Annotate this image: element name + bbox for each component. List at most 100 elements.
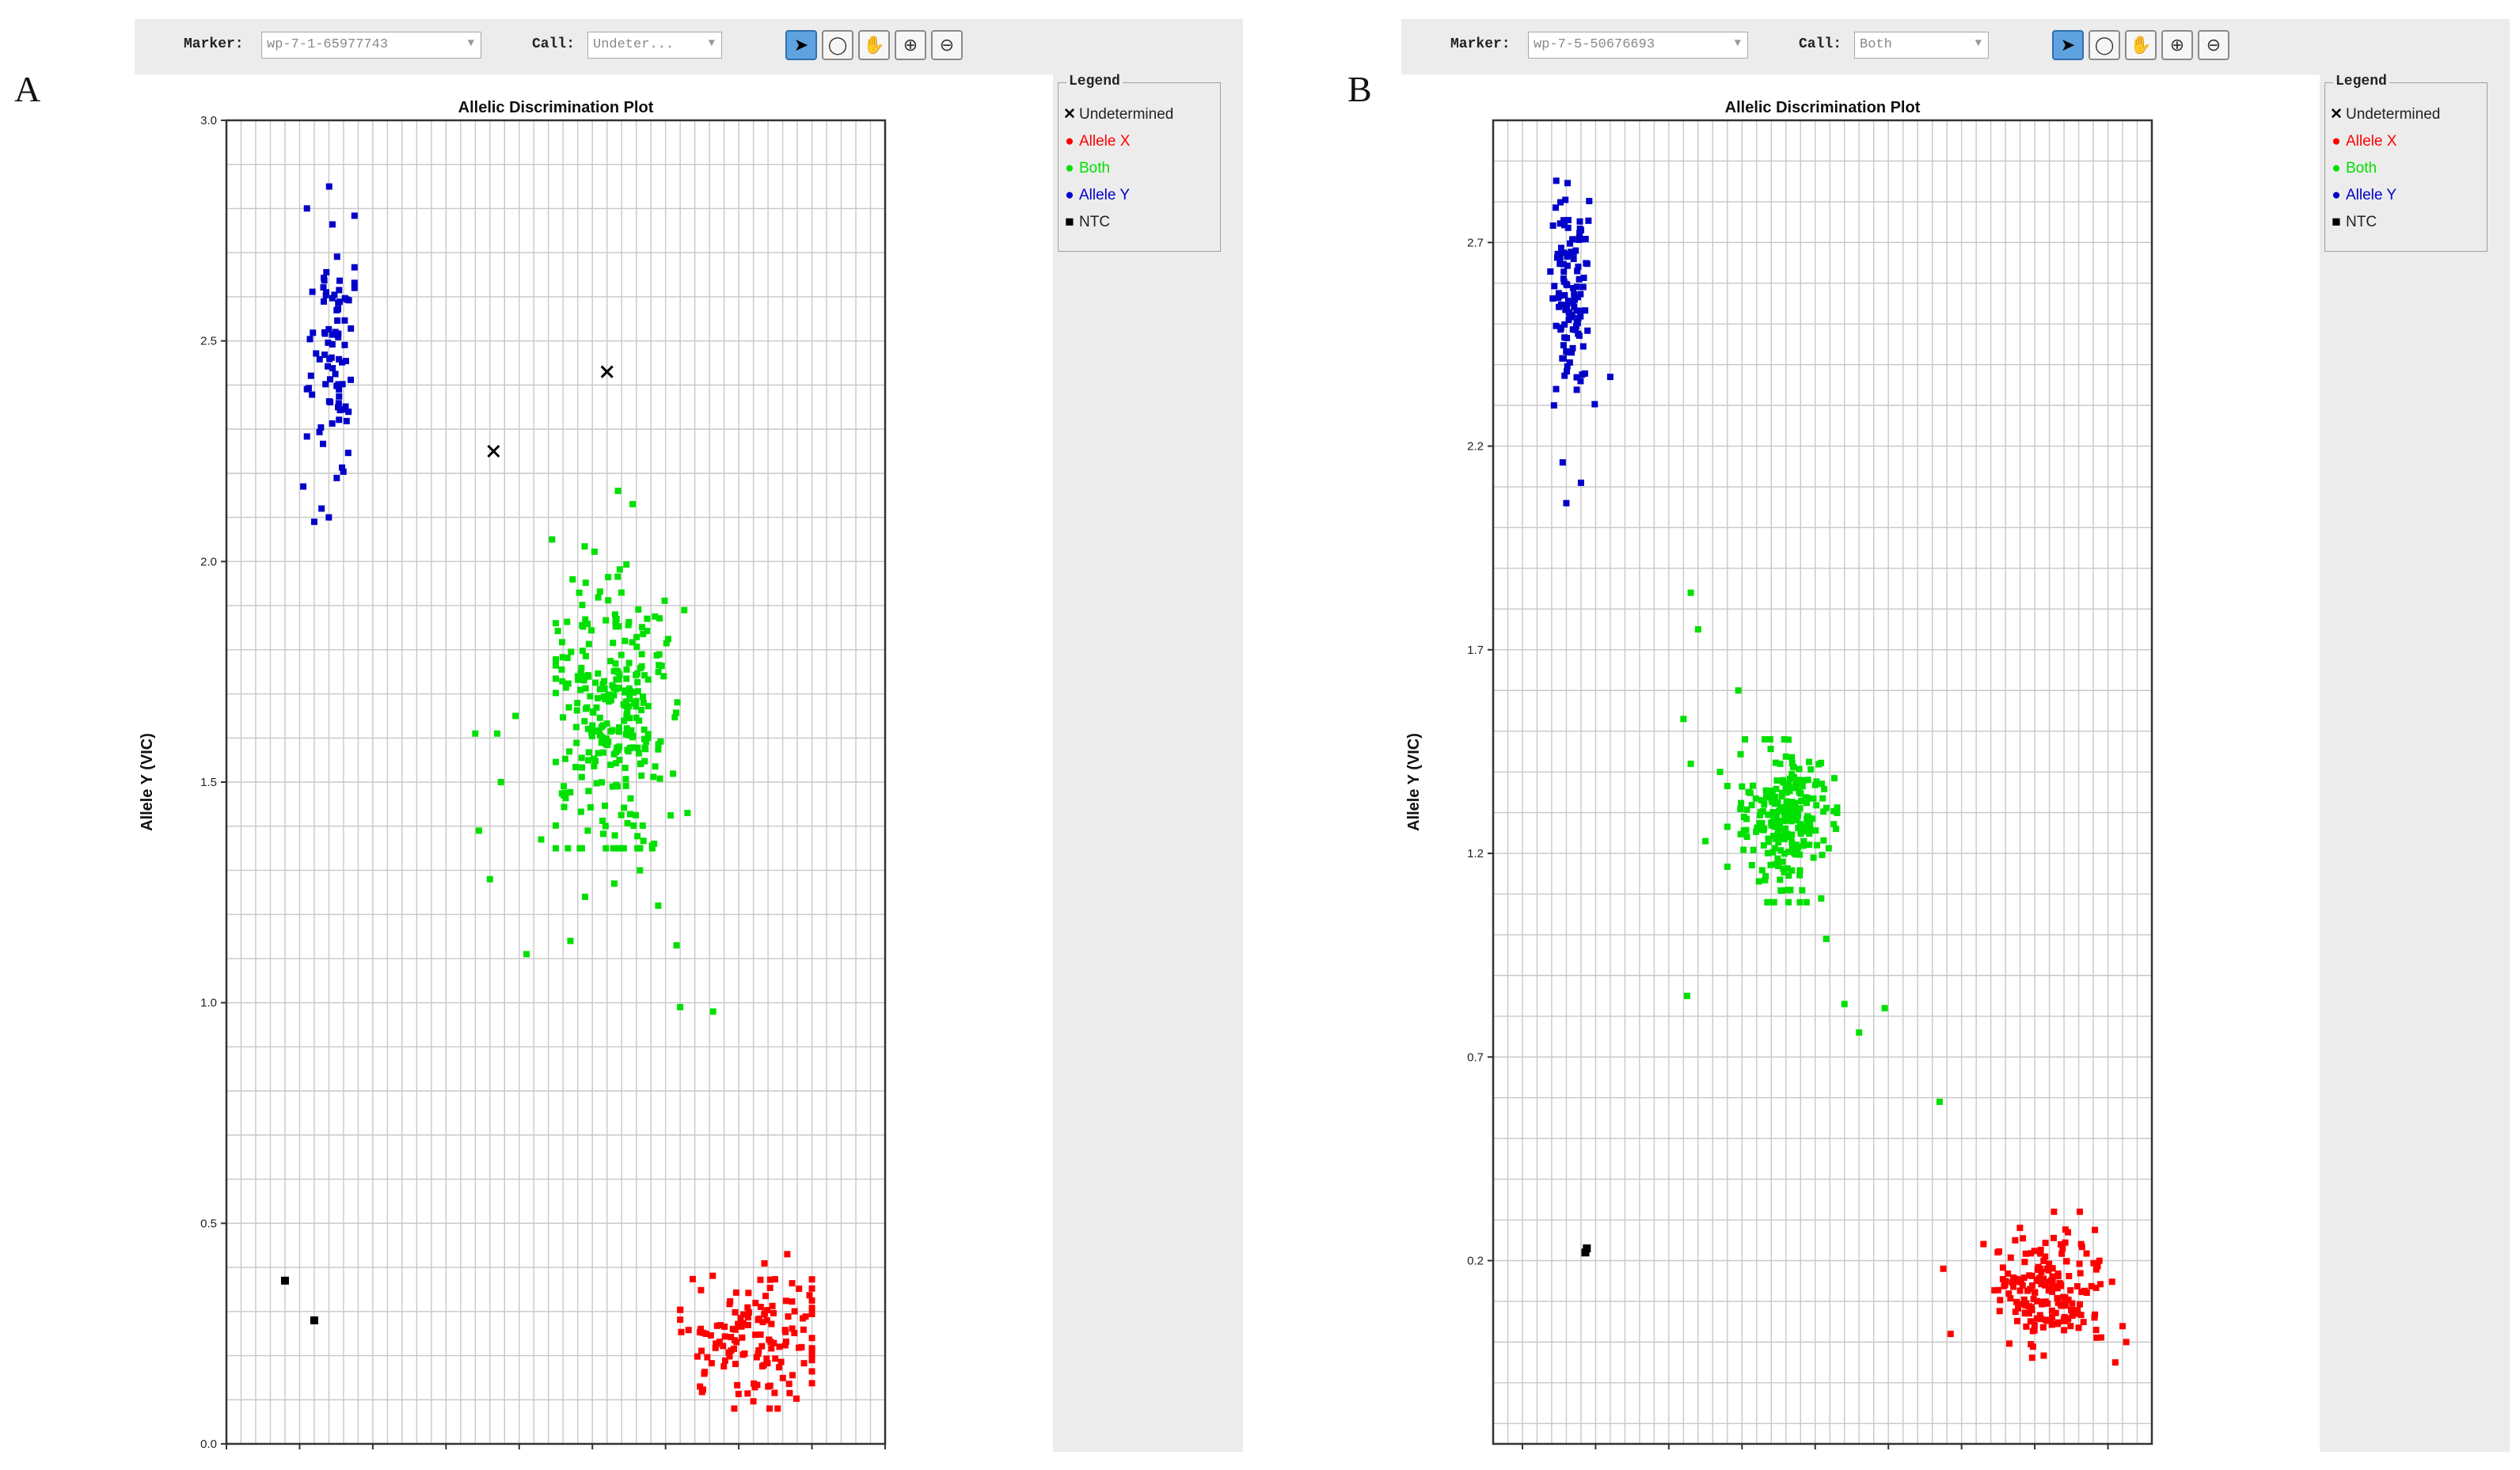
data-point	[640, 630, 647, 637]
data-point	[2049, 1265, 2056, 1272]
data-point	[1788, 754, 1796, 761]
data-point	[2005, 1290, 2013, 1297]
data-point	[580, 677, 587, 684]
data-point	[621, 765, 629, 772]
data-point	[1804, 819, 1811, 826]
data-point	[2021, 1309, 2028, 1316]
pointer-tool-button[interactable]: ➤	[785, 30, 817, 60]
hand-tool-button[interactable]: ✋	[2125, 30, 2157, 60]
data-point	[2054, 1294, 2061, 1301]
data-point	[333, 306, 340, 313]
data-point	[566, 748, 573, 755]
call-select[interactable]: Undeter... ▼	[587, 32, 722, 59]
data-point	[1774, 824, 1781, 831]
data-point	[1554, 250, 1561, 257]
series-allele-y	[300, 183, 358, 526]
zoom-out-button[interactable]: ⊖	[931, 30, 963, 60]
hand-tool-button[interactable]: ✋	[858, 30, 890, 60]
data-point	[2038, 1316, 2045, 1323]
data-point	[579, 602, 586, 609]
data-point	[613, 760, 620, 767]
data-point	[2037, 1250, 2044, 1257]
data-point	[766, 1405, 773, 1412]
data-point	[652, 613, 659, 620]
data-point	[655, 902, 662, 910]
data-point	[652, 763, 659, 770]
data-point	[644, 676, 652, 683]
data-point	[650, 773, 657, 781]
data-point	[1796, 781, 1803, 788]
data-point	[1553, 386, 1560, 393]
data-point	[789, 1372, 796, 1379]
data-point	[573, 739, 580, 746]
data-point	[2024, 1287, 2031, 1294]
data-point	[1803, 898, 1810, 906]
data-point	[1680, 716, 1687, 723]
series-ntc	[280, 1276, 318, 1324]
pointer-tool-button[interactable]: ➤	[2052, 30, 2084, 60]
lasso-tool-button[interactable]: ◯	[2089, 30, 2120, 60]
plot-area[interactable]: Allelic Discrimination Plot0.01.02.03.04…	[135, 74, 1053, 1470]
data-point	[1780, 779, 1787, 786]
data-point	[341, 294, 348, 302]
data-point	[2119, 1323, 2127, 1330]
data-point	[2026, 1272, 2033, 1279]
data-point	[774, 1405, 781, 1412]
zoom-in-button[interactable]: ⊕	[895, 30, 926, 60]
data-point	[303, 386, 310, 393]
chevron-down-icon: ▼	[467, 37, 474, 50]
data-point	[569, 575, 576, 583]
data-point	[554, 628, 561, 635]
data-point	[684, 810, 691, 817]
data-point	[621, 637, 629, 644]
data-point	[581, 718, 588, 725]
plot-area[interactable]: Allelic Discrimination Plot0.01.02.03.04…	[1401, 74, 2320, 1470]
data-point	[582, 705, 589, 712]
data-point	[752, 1331, 759, 1339]
data-point	[785, 1381, 792, 1388]
data-point	[1743, 815, 1750, 822]
data-point	[2009, 1274, 2016, 1281]
data-point	[310, 329, 317, 336]
pointer-icon: ➤	[793, 35, 809, 55]
lasso-tool-button[interactable]: ◯	[822, 30, 853, 60]
data-point	[2067, 1323, 2074, 1330]
data-point	[607, 658, 614, 665]
data-point	[1796, 777, 1803, 784]
legend-item-both: ● Both	[2332, 159, 2377, 178]
data-point	[1557, 324, 1564, 331]
data-point	[351, 212, 358, 219]
data-point	[2048, 1321, 2055, 1328]
data-point	[1764, 898, 1771, 906]
data-point	[2031, 1327, 2038, 1334]
legend: Legend ✕ Undetermined ● Allele X ● Both …	[2324, 74, 2488, 252]
data-point	[1772, 759, 1779, 766]
marker-select[interactable]: wp-7-1-65977743 ▼	[261, 32, 481, 59]
zoom-in-button[interactable]: ⊕	[2161, 30, 2193, 60]
data-point	[567, 788, 574, 796]
data-point	[640, 699, 647, 706]
data-point	[1785, 736, 1792, 743]
data-point	[348, 325, 355, 332]
scatter-plot[interactable]: Allelic Discrimination Plot0.01.02.03.04…	[135, 74, 1053, 1470]
data-point	[2038, 1281, 2045, 1288]
data-point	[1560, 355, 1567, 362]
data-point	[1760, 807, 1767, 815]
data-point	[655, 741, 662, 748]
data-point	[594, 695, 601, 702]
data-point	[708, 1360, 715, 1367]
call-select[interactable]: Both ▼	[1854, 32, 1989, 59]
zoom-out-button[interactable]: ⊖	[2198, 30, 2229, 60]
data-point	[731, 1337, 738, 1344]
data-point	[2028, 1282, 2035, 1290]
data-point	[1577, 479, 1584, 486]
data-point	[2027, 1318, 2034, 1325]
data-point	[1820, 808, 1827, 815]
data-point	[2067, 1287, 2074, 1294]
marker-select[interactable]: wp-7-5-50676693 ▼	[1528, 32, 1748, 59]
data-point	[582, 616, 589, 623]
data-point	[2075, 1324, 2082, 1331]
data-point	[1579, 343, 1587, 350]
scatter-plot[interactable]: Allelic Discrimination Plot0.01.02.03.04…	[1401, 74, 2320, 1470]
data-point	[656, 775, 663, 782]
